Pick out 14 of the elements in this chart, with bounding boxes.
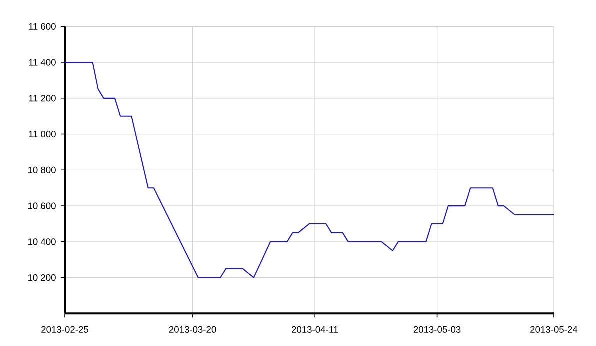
x-tick-label: 2013-03-20: [169, 326, 216, 334]
y-tick-label: 11 200: [29, 95, 56, 102]
x-tick-label: 2013-04-11: [292, 326, 338, 334]
x-tick-label: 2013-02-25: [42, 326, 88, 334]
y-tick-label: 11 400: [29, 59, 56, 66]
y-tick-label: 11 000: [29, 131, 56, 138]
y-tick-label: 10 600: [28, 202, 56, 210]
x-tick-label: 2013-05-24: [530, 326, 578, 334]
line-series: [65, 62, 554, 278]
y-tick-label: 10 400: [28, 238, 56, 246]
y-tick-label: 10 800: [28, 167, 56, 174]
y-tick-label: 10 200: [28, 274, 56, 282]
y-tick-label: 11 600: [29, 24, 56, 30]
x-tick-label: 2013-05-03: [414, 326, 461, 334]
